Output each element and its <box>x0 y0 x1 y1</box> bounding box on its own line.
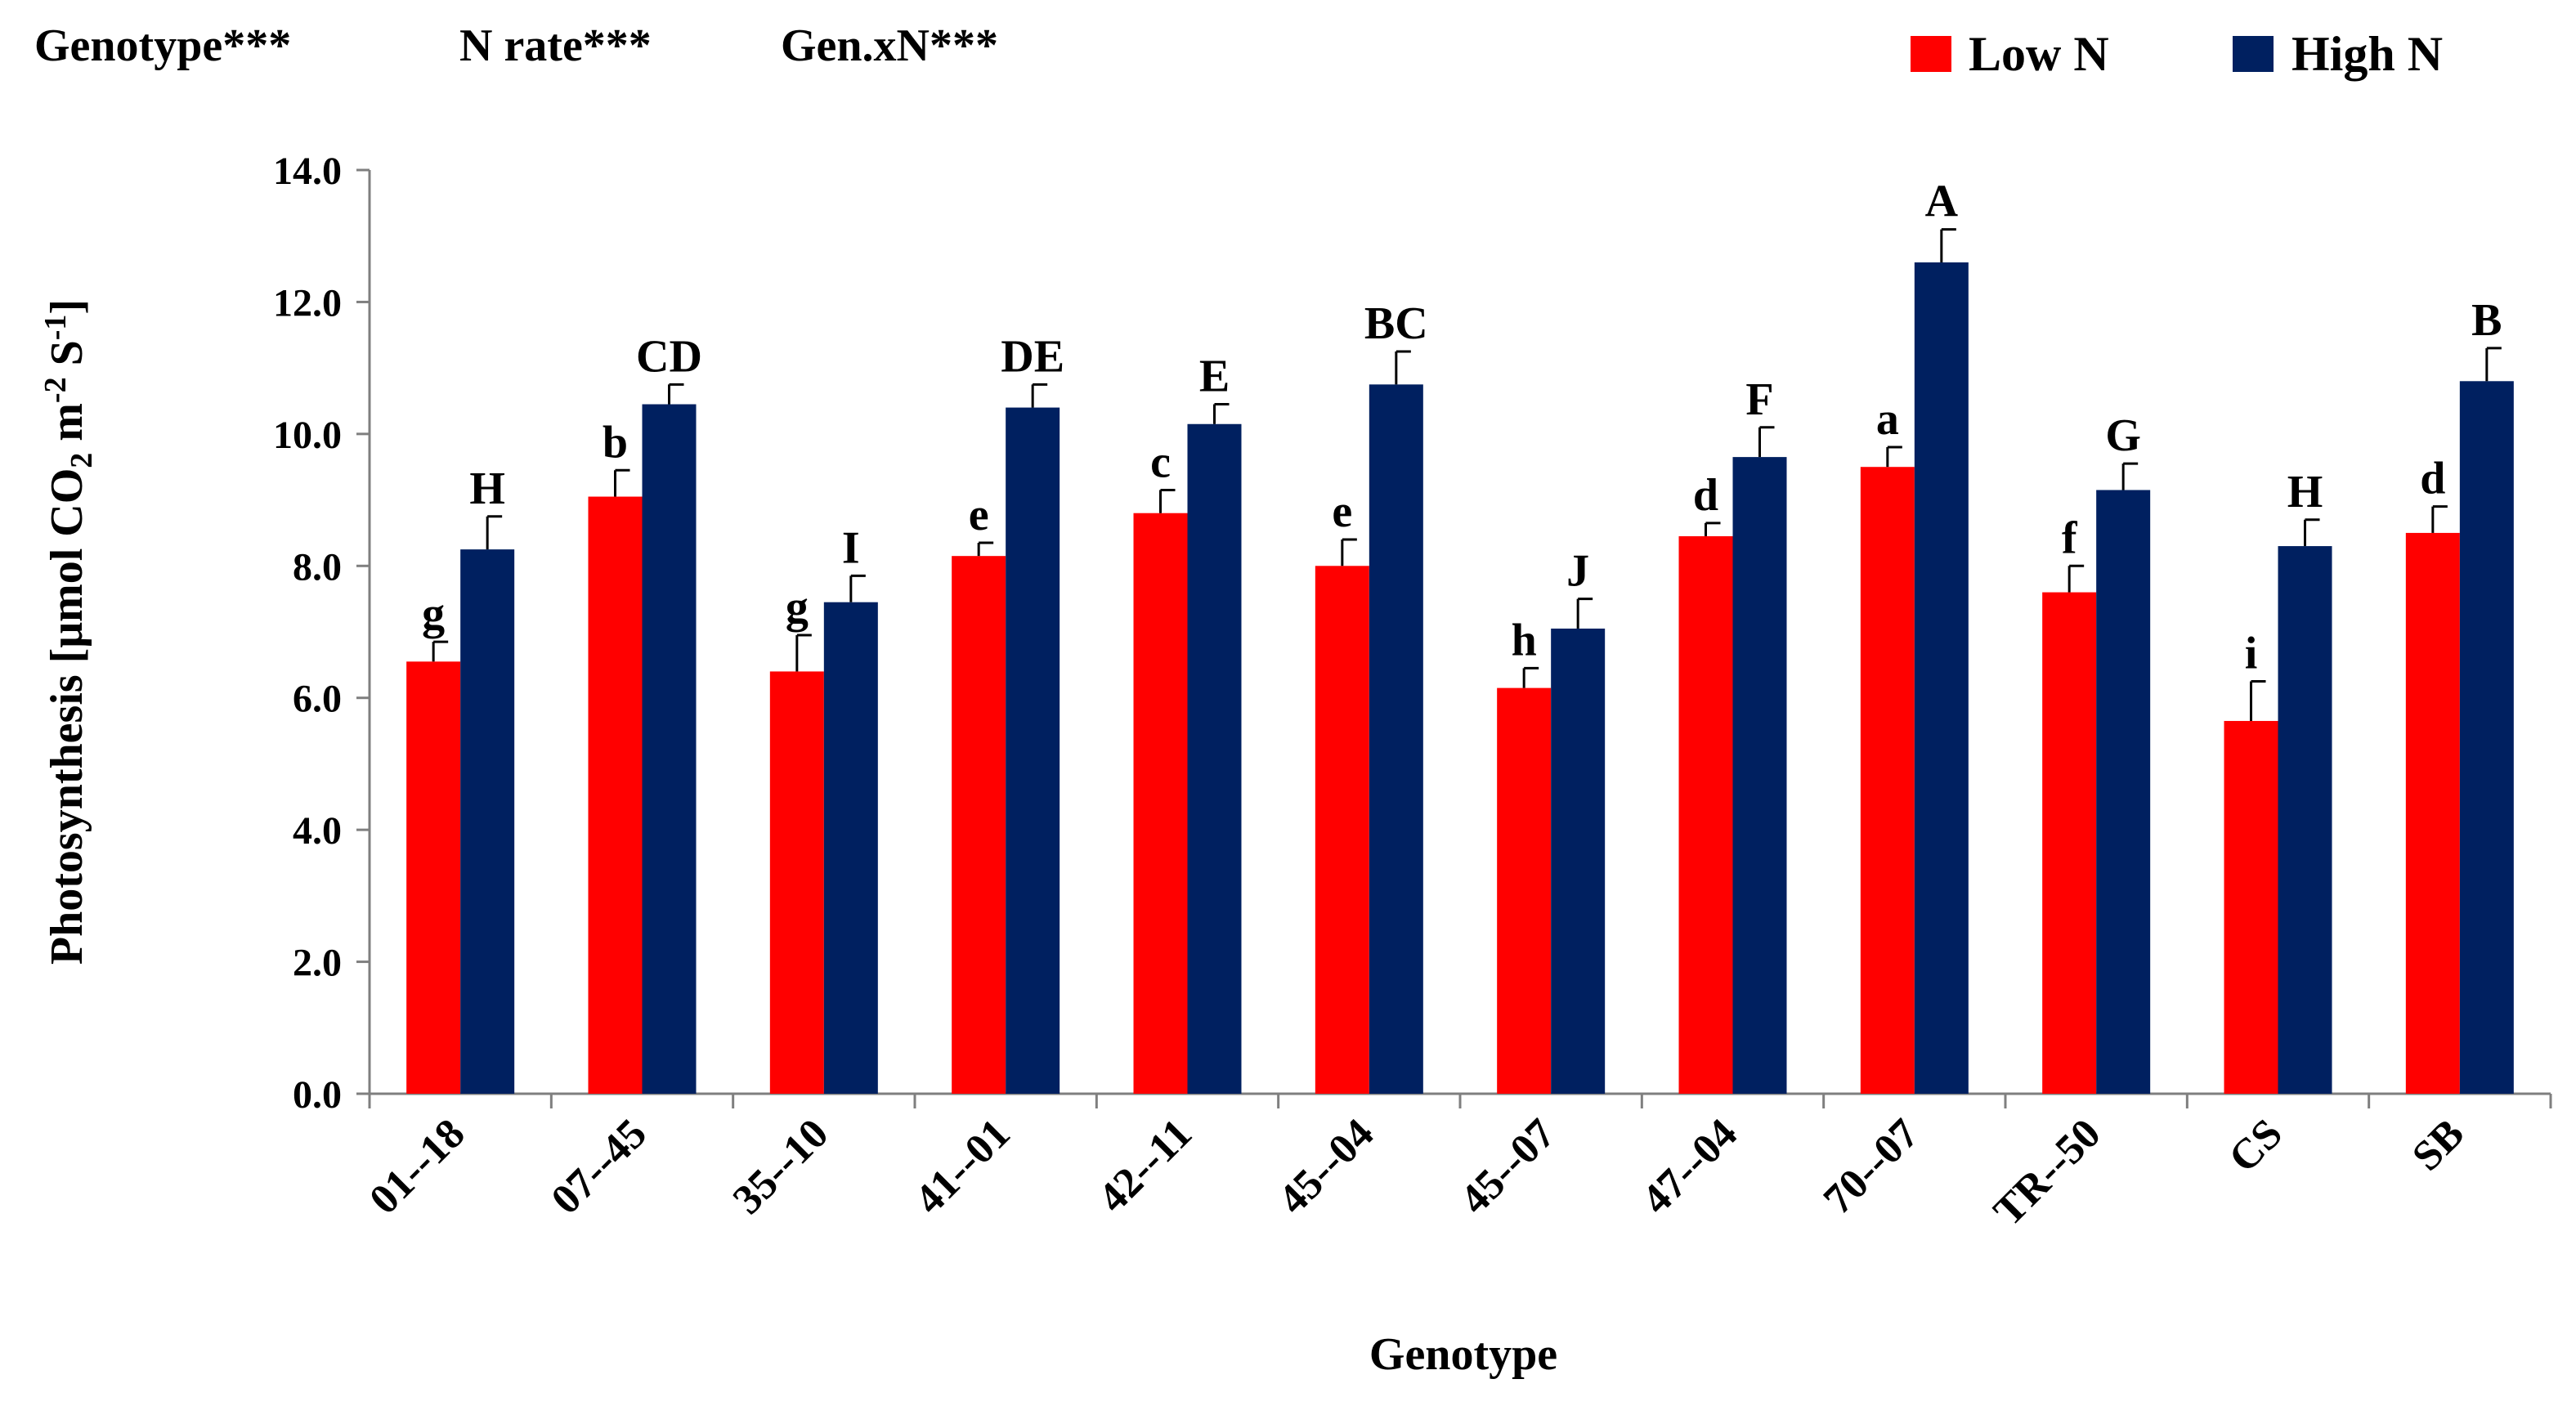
bar-high-n <box>823 602 878 1094</box>
error-bars <box>432 228 2502 721</box>
significance-letter: e <box>1332 486 1352 537</box>
bar-low-n <box>406 661 461 1094</box>
x-axis-title: Genotype <box>1369 1329 1557 1380</box>
bar-low-n <box>588 496 643 1094</box>
legend-swatch-low-n <box>1911 36 1951 72</box>
x-category-label: 07--45 <box>543 1110 656 1223</box>
stats-interaction: Gen.xN*** <box>781 20 998 71</box>
significance-letter: BC <box>1364 298 1428 349</box>
legend-label-low-n: Low N <box>1969 27 2109 81</box>
x-category-label: 70--07 <box>1815 1110 1928 1223</box>
significance-letter: g <box>422 589 445 639</box>
stats-n-rate: N rate*** <box>459 20 652 71</box>
significance-letter: CD <box>636 331 702 382</box>
x-category-label: 35--10 <box>724 1110 837 1223</box>
significance-letter: b <box>603 417 628 468</box>
x-category-label: 45--07 <box>1451 1110 1564 1223</box>
bar-high-n <box>2278 546 2332 1094</box>
y-axis-title-sup-s: -1 <box>38 315 73 341</box>
y-axis-title-close: ] <box>42 299 92 315</box>
y-axis-ticks: 0.0 2.0 4.0 6.0 8.0 10.0 12.0 14.0 <box>273 150 370 1117</box>
significance-letter: I <box>842 522 860 573</box>
significance-letter: f <box>2062 513 2078 563</box>
x-category-label: 41--01 <box>906 1110 1019 1223</box>
significance-letter: H <box>2287 467 2323 517</box>
bar-low-n <box>952 556 1006 1094</box>
significance-letter: d <box>2420 454 2445 504</box>
bar-low-n <box>2042 592 2097 1094</box>
bar-high-n <box>460 549 515 1094</box>
bar-low-n <box>1678 535 1733 1094</box>
bars <box>406 262 2514 1095</box>
x-category-label: CS <box>2220 1110 2292 1181</box>
x-category-label: 42--11 <box>1090 1110 1201 1221</box>
y-tick-label: 12.0 <box>273 281 342 325</box>
bar-low-n <box>769 671 824 1094</box>
bar-low-n <box>1133 513 1188 1094</box>
y-axis-title-sub: 2 <box>65 453 99 468</box>
significance-letter: J <box>1566 546 1589 597</box>
bar-high-n <box>1369 384 1423 1095</box>
significance-letter: g <box>786 582 809 633</box>
significance-letter: F <box>1745 374 1773 425</box>
legend-label-high-n: High N <box>2292 27 2443 81</box>
bar-high-n <box>1914 262 1969 1094</box>
y-axis-title-unit-s: S <box>42 340 92 377</box>
y-tick-label: 10.0 <box>273 414 342 457</box>
significance-letters: g b g e c e h d a f i d H CD I DE E BC J F A G H B <box>422 177 2502 679</box>
y-axis-title-unit-m: m <box>42 403 92 453</box>
x-category-label: 47--04 <box>1633 1110 1746 1223</box>
bar-high-n <box>2096 490 2151 1094</box>
y-axis-title: Photosynthesis [μmol CO2 m-2 S-1] <box>38 299 99 965</box>
x-category-label: SB <box>2404 1110 2473 1180</box>
y-tick-label: 8.0 <box>293 545 342 589</box>
x-category-label: TR--50 <box>1985 1110 2110 1235</box>
significance-letter: DE <box>1001 331 1064 382</box>
significance-letter: G <box>2105 410 2141 461</box>
legend-swatch-high-n <box>2233 36 2274 72</box>
significance-letter: E <box>1199 352 1230 402</box>
significance-letter: a <box>1876 394 1899 445</box>
significance-letter: c <box>1150 437 1171 487</box>
y-tick-label: 2.0 <box>293 942 342 985</box>
y-tick-label: 0.0 <box>293 1073 342 1117</box>
bar-high-n <box>642 404 697 1094</box>
x-category-label: 01--18 <box>361 1110 473 1223</box>
significance-letter: h <box>1512 615 1537 665</box>
significance-letter: A <box>1925 177 1959 227</box>
significance-letter: B <box>2471 295 2502 346</box>
bar-low-n <box>2224 720 2278 1094</box>
legend: Low N High N <box>1911 27 2443 81</box>
bar-high-n <box>2459 381 2514 1094</box>
y-tick-label: 4.0 <box>293 809 342 853</box>
bar-low-n <box>1860 467 1915 1094</box>
significance-letter: H <box>469 463 505 514</box>
bar-high-n <box>1551 628 1606 1094</box>
stats-genotype: Genotype*** <box>34 20 291 71</box>
y-tick-label: 14.0 <box>273 150 342 193</box>
significance-letter: e <box>969 490 989 540</box>
bar-high-n <box>1006 407 1060 1095</box>
y-tick-label: 6.0 <box>293 678 342 721</box>
y-axis-title-main: Photosynthesis [μmol CO <box>42 468 92 965</box>
bar-low-n <box>1315 566 1369 1094</box>
x-axis-ticks: 01--18 07--45 35--10 41--01 42--11 45--04 45--… <box>361 1094 2552 1235</box>
bar-high-n <box>1187 423 1242 1094</box>
bar-low-n <box>1497 687 1552 1094</box>
bar-low-n <box>2405 532 2460 1094</box>
x-category-label: 45--04 <box>1270 1110 1382 1223</box>
significance-letter: d <box>1693 470 1718 521</box>
significance-letter: i <box>2245 629 2258 679</box>
y-axis-title-sup-m: -2 <box>38 377 73 403</box>
bar-high-n <box>1732 457 1787 1094</box>
